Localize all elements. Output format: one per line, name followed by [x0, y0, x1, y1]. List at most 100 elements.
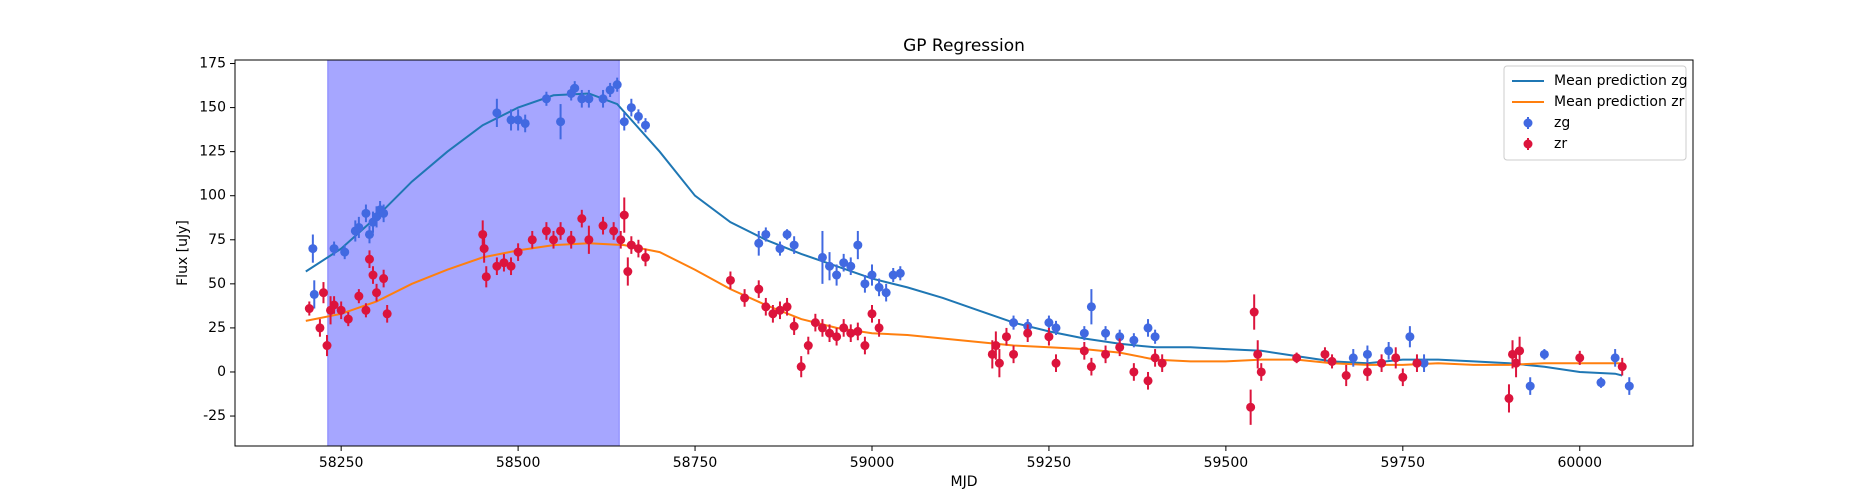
data-point	[994, 358, 1004, 368]
data-point	[1320, 349, 1330, 359]
data-point	[1129, 367, 1139, 377]
data-point	[1129, 335, 1139, 345]
data-point	[1086, 362, 1096, 372]
data-point	[817, 252, 827, 262]
data-point	[1143, 323, 1153, 333]
data-point	[1101, 328, 1111, 338]
data-point	[874, 282, 884, 292]
x-tick-label: 59500	[1204, 455, 1249, 471]
data-point	[1256, 367, 1266, 377]
data-point	[789, 240, 799, 250]
data-point	[612, 80, 622, 90]
data-point	[860, 279, 870, 289]
data-point	[860, 341, 870, 351]
data-point	[987, 349, 997, 359]
x-tick-label: 59250	[1027, 455, 1072, 471]
data-point	[598, 94, 608, 104]
data-point	[619, 210, 629, 220]
x-tick-label: 58500	[496, 455, 541, 471]
x-tick-label: 58750	[673, 455, 718, 471]
data-point	[803, 341, 813, 351]
data-point	[361, 305, 371, 315]
data-point	[839, 258, 849, 268]
data-point	[1412, 358, 1422, 368]
data-point	[853, 326, 863, 336]
data-point	[1405, 332, 1415, 342]
data-point	[570, 83, 580, 93]
data-point	[1009, 349, 1019, 359]
data-point	[810, 318, 820, 328]
y-tick-label: 175	[199, 56, 226, 72]
data-point	[548, 235, 558, 245]
data-point	[329, 244, 339, 254]
data-point	[1515, 346, 1525, 356]
data-point	[1115, 332, 1125, 342]
data-point	[1362, 349, 1372, 359]
data-point	[881, 288, 891, 298]
data-point	[789, 321, 799, 331]
data-point	[372, 288, 382, 298]
data-point	[336, 305, 346, 315]
data-point	[1327, 356, 1337, 366]
data-point	[1292, 353, 1302, 363]
data-point	[754, 284, 764, 294]
data-point	[354, 291, 364, 301]
x-axis-label: MJD	[951, 474, 978, 490]
data-point	[1398, 372, 1408, 382]
data-point	[1525, 381, 1535, 391]
data-point	[372, 212, 382, 222]
data-point	[817, 323, 827, 333]
data-point	[478, 229, 488, 239]
data-point	[343, 314, 353, 324]
data-point	[1150, 353, 1160, 363]
data-point	[825, 328, 835, 338]
data-point	[584, 235, 594, 245]
y-axis-label: Flux [uJy]	[175, 220, 191, 286]
data-point	[754, 238, 764, 248]
data-point	[796, 362, 806, 372]
data-point	[641, 252, 651, 262]
y-tick-label: 0	[217, 364, 226, 380]
data-point	[1246, 402, 1256, 412]
mean-line	[305, 242, 1623, 366]
data-point	[329, 300, 339, 310]
data-point	[1419, 358, 1429, 368]
data-point	[1391, 353, 1401, 363]
data-point	[1079, 328, 1089, 338]
data-point	[1044, 318, 1054, 328]
legend-swatch	[1523, 118, 1533, 128]
data-point	[1508, 349, 1518, 359]
data-point	[520, 118, 530, 128]
data-point	[566, 235, 576, 245]
data-point	[1610, 353, 1620, 363]
data-point	[598, 221, 608, 231]
data-point	[492, 261, 502, 271]
data-point	[577, 94, 587, 104]
legend-label: zg	[1554, 115, 1570, 131]
data-point	[364, 229, 374, 239]
data-point	[492, 108, 502, 118]
data-point	[626, 103, 636, 113]
x-tick-label: 60000	[1557, 455, 1602, 471]
data-point	[382, 309, 392, 319]
data-point	[782, 229, 792, 239]
data-point	[541, 226, 551, 236]
data-point	[895, 268, 905, 278]
data-point	[556, 117, 566, 127]
data-point	[479, 244, 489, 254]
data-point	[623, 267, 633, 277]
x-tick-label: 59750	[1381, 455, 1426, 471]
data-point	[1539, 349, 1549, 359]
data-point	[1009, 318, 1019, 328]
data-point	[368, 270, 378, 280]
data-point	[513, 247, 523, 257]
data-point	[1362, 367, 1372, 377]
plot-frame	[234, 59, 1694, 447]
data-point	[322, 341, 332, 351]
data-point	[361, 208, 371, 218]
data-point	[315, 323, 325, 333]
data-point	[1157, 358, 1167, 368]
legend-swatch	[1523, 139, 1533, 149]
data-point	[1101, 349, 1111, 359]
data-point	[379, 274, 389, 284]
